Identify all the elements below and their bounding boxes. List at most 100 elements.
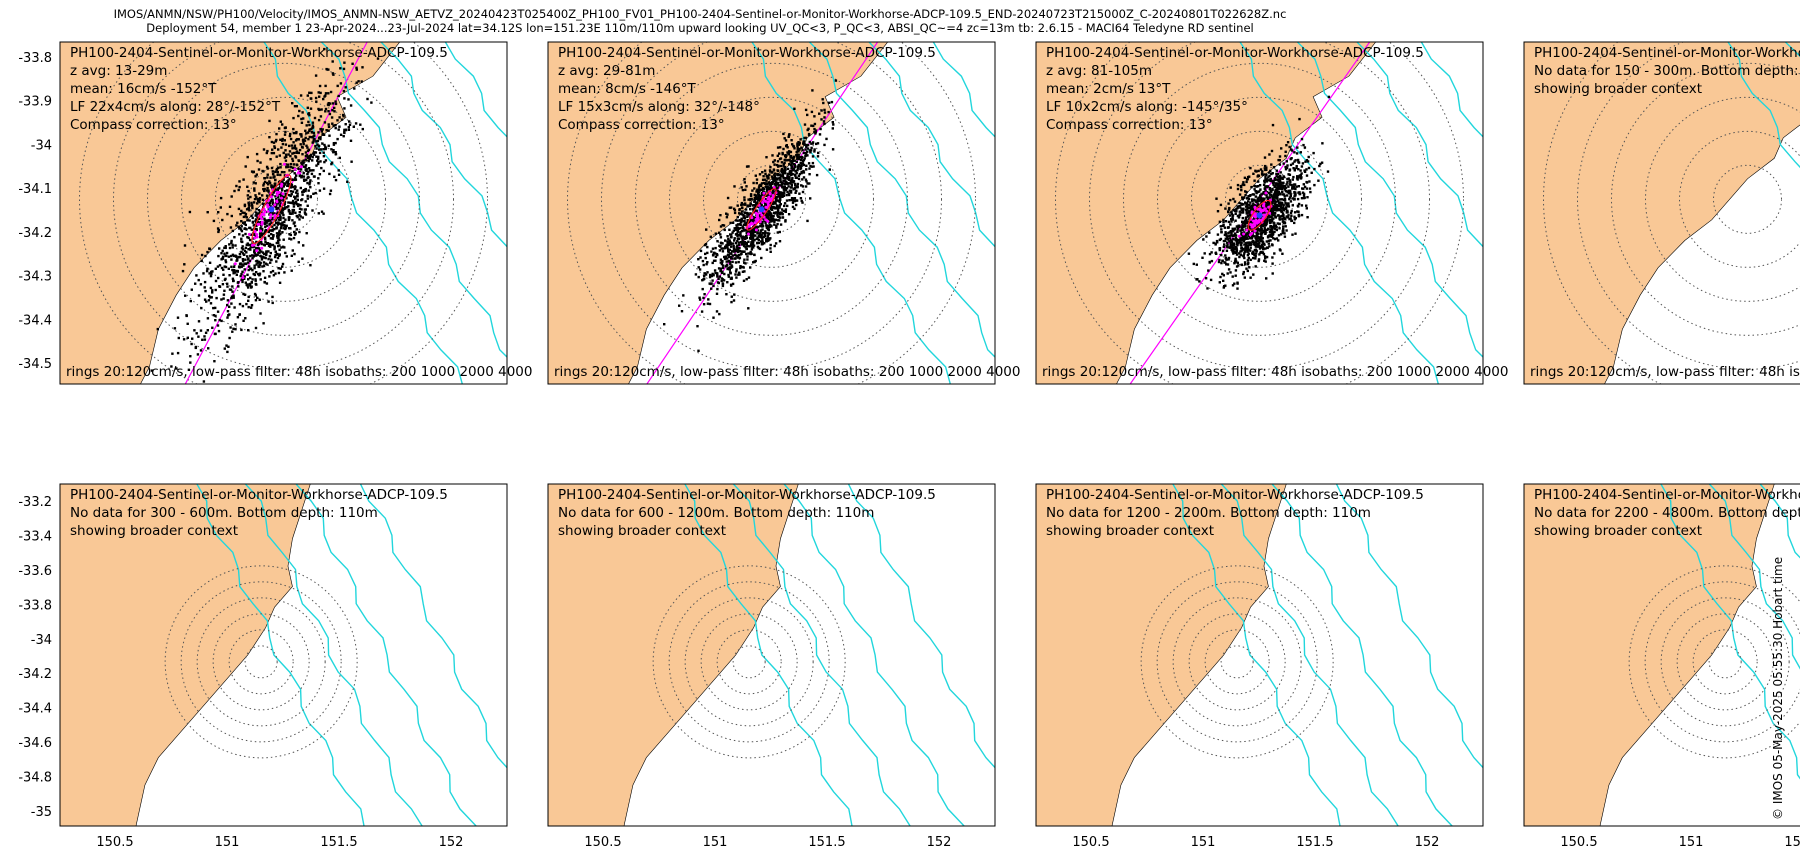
raw-point [294,196,297,199]
raw-point [1262,224,1265,227]
raw-point [699,249,703,253]
raw-point [739,226,742,230]
raw-point [775,187,779,190]
raw-point [761,188,764,191]
raw-point [779,157,783,160]
raw-point [295,200,298,203]
raw-point [244,281,247,284]
lf-point [275,193,279,197]
raw-point [250,281,253,284]
raw-point [279,138,282,141]
raw-point [224,245,227,248]
raw-point [1222,286,1225,289]
raw-point [248,219,251,222]
figure-title-line2: Deployment 54, member 1 23-Apr-2024...23… [146,21,1253,35]
panel-info-line: LF 15x3cm/s along: 32°/-148° [558,99,760,115]
raw-point [1288,197,1291,201]
raw-point [753,200,757,203]
raw-point [205,300,208,303]
raw-point [1307,166,1311,170]
raw-point [749,230,752,234]
raw-point [1219,203,1223,207]
raw-point [1263,259,1266,262]
raw-point [307,138,310,141]
raw-point [759,184,763,187]
raw-point [1265,221,1268,224]
raw-point [717,231,721,234]
raw-point [708,302,712,306]
raw-point [786,182,789,186]
raw-point [733,185,736,188]
raw-point [755,202,758,206]
raw-point [769,194,772,197]
raw-point [1240,203,1243,206]
raw-point [742,266,745,269]
raw-point [306,131,310,134]
raw-point [752,204,755,207]
lf-point [760,213,764,217]
raw-point [285,166,288,169]
raw-point [1280,186,1283,189]
raw-point [316,139,320,143]
raw-point [306,172,309,176]
raw-point [745,231,748,235]
raw-point [736,250,740,254]
raw-point [1208,231,1211,234]
raw-point [764,182,767,185]
raw-point [765,174,768,178]
raw-point [800,184,803,187]
raw-point [794,176,798,179]
raw-point [276,221,279,225]
lf-point [1237,234,1241,238]
raw-point [303,211,307,214]
raw-point [284,159,288,162]
raw-point [724,245,727,248]
raw-point [289,154,292,158]
raw-point [756,192,760,195]
raw-point [791,156,794,160]
raw-point [792,158,795,161]
raw-point [699,256,702,259]
raw-point [264,229,267,232]
raw-point [680,310,684,313]
speed-ring-100cm-s [1577,42,1800,370]
raw-point [1261,241,1264,244]
raw-point [772,169,776,172]
raw-point [751,243,755,246]
raw-point [798,156,801,159]
raw-point [1257,203,1260,206]
raw-point [239,274,242,278]
raw-point [1259,198,1263,201]
raw-point [770,191,774,195]
raw-point [204,254,207,258]
raw-point [1320,161,1324,164]
raw-point [311,159,314,162]
raw-point [719,236,723,239]
raw-point [1230,213,1234,216]
raw-point [258,265,261,269]
raw-point [741,242,745,246]
lf-point [298,171,302,175]
raw-point [246,155,249,159]
raw-point [1195,263,1198,266]
raw-point [230,239,233,243]
raw-point [799,138,802,141]
raw-point [1255,205,1258,208]
raw-point [292,163,296,166]
raw-point [288,169,291,172]
raw-point [806,147,810,150]
raw-point [203,335,206,338]
raw-point [262,203,266,206]
raw-point [324,84,327,88]
raw-point [248,238,252,242]
raw-point [1221,224,1225,228]
raw-point [702,263,705,267]
raw-point [747,165,750,168]
raw-point [1271,272,1274,275]
raw-point [1277,186,1280,189]
isobath-2000m [1356,42,1483,248]
raw-point [324,146,328,150]
panel-4: PH100-2404-Sentinel-or-Monitor-Workhorse… [1523,41,1800,385]
raw-point [727,248,730,251]
